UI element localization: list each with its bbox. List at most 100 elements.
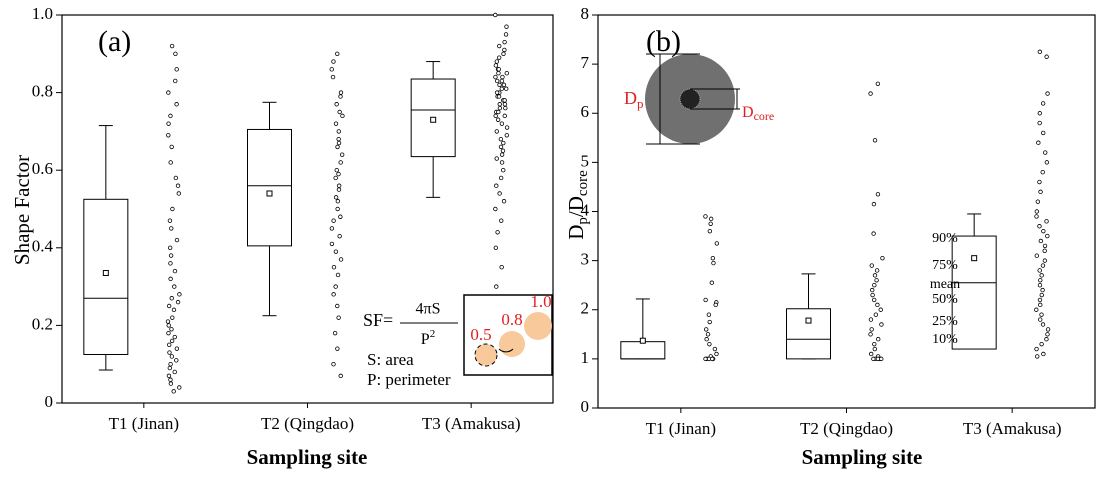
data-point xyxy=(168,113,173,119)
data-point xyxy=(1039,341,1044,347)
data-point xyxy=(340,113,345,119)
data-point xyxy=(333,121,339,126)
data-point xyxy=(493,63,499,68)
data-point xyxy=(168,377,173,382)
x-axis-label: Sampling site xyxy=(802,445,923,469)
data-point xyxy=(169,296,174,301)
data-point xyxy=(707,228,713,234)
data-point xyxy=(173,78,178,84)
data-point xyxy=(175,299,181,305)
data-point xyxy=(1044,160,1050,165)
x-axis-label: Sampling site xyxy=(247,445,368,469)
mean xyxy=(639,337,646,344)
data-point xyxy=(880,255,885,261)
data-point xyxy=(1035,199,1041,204)
data-point xyxy=(712,346,718,352)
data-point xyxy=(335,51,340,56)
data-point xyxy=(335,346,340,351)
data-point xyxy=(1040,169,1045,175)
data-point xyxy=(494,78,500,84)
data-point xyxy=(1043,150,1048,155)
formula: 4πS xyxy=(416,301,441,318)
data-point xyxy=(703,214,708,219)
data-point xyxy=(331,265,337,270)
box xyxy=(83,198,129,355)
data-point xyxy=(331,362,336,367)
data-point xyxy=(329,226,335,231)
y-tick-label: 6 xyxy=(581,102,590,121)
data-point xyxy=(1041,351,1046,357)
data-point xyxy=(169,144,174,150)
data-point xyxy=(174,358,179,363)
data-point xyxy=(169,338,175,344)
data-point xyxy=(713,302,718,308)
data-point xyxy=(868,91,873,96)
data-point xyxy=(705,332,711,337)
data-point xyxy=(868,351,874,357)
data-point xyxy=(1038,189,1043,195)
data-point xyxy=(1037,179,1042,185)
data-point xyxy=(710,255,716,261)
data-point xyxy=(499,152,505,157)
shape-value: 0.5 xyxy=(470,325,491,344)
data-point xyxy=(501,140,506,146)
data-point xyxy=(167,350,172,355)
data-point xyxy=(336,315,341,320)
percentile-label: 50% xyxy=(932,292,958,307)
data-point xyxy=(872,138,878,143)
data-point xyxy=(1037,224,1042,229)
data-point xyxy=(498,144,504,150)
y-axis-label: Shape Factor xyxy=(10,155,34,265)
panel-label: (b) xyxy=(646,25,681,58)
data-point xyxy=(335,206,340,212)
y-tick-label: 0.8 xyxy=(32,82,53,101)
core xyxy=(679,88,701,110)
data-point xyxy=(494,156,499,161)
data-point xyxy=(502,113,507,119)
data-point xyxy=(703,356,708,362)
shape-value: 1.0 xyxy=(530,292,551,311)
data-point xyxy=(336,183,342,188)
data-point xyxy=(708,216,714,222)
data-point xyxy=(1034,346,1039,352)
formula: S: area xyxy=(367,350,414,369)
shape-circle xyxy=(474,343,498,367)
data-point xyxy=(166,90,171,95)
percentile-label: 75% xyxy=(932,258,958,273)
data-point xyxy=(329,67,334,72)
data-point xyxy=(166,373,172,379)
data-point xyxy=(170,206,175,212)
data-point xyxy=(331,218,336,223)
data-point xyxy=(707,319,712,325)
data-point xyxy=(1037,282,1043,288)
y-tick-label: 0 xyxy=(45,392,54,411)
data-point xyxy=(333,249,339,254)
data-point xyxy=(502,39,507,45)
data-point xyxy=(876,337,881,342)
data-point xyxy=(337,233,342,239)
data-point xyxy=(878,307,883,312)
data-point xyxy=(331,292,336,297)
mean xyxy=(266,190,273,197)
data-point xyxy=(1034,214,1039,219)
percentile-label: mean xyxy=(930,277,960,292)
data-point xyxy=(338,214,343,219)
data-point xyxy=(502,102,508,107)
data-point xyxy=(1041,130,1046,136)
data-point xyxy=(1040,322,1046,327)
data-point xyxy=(711,260,716,266)
data-point xyxy=(338,373,343,379)
data-point xyxy=(501,167,506,173)
data-point xyxy=(1044,337,1049,342)
data-point xyxy=(333,175,338,181)
data-point xyxy=(1044,219,1049,224)
data-point xyxy=(175,183,181,188)
data-point xyxy=(875,356,881,362)
data-point xyxy=(1038,317,1043,322)
formula: SF= xyxy=(363,310,393,330)
y-axis-label: Dp/Dcore xyxy=(564,170,592,240)
data-point xyxy=(875,302,880,308)
data-point xyxy=(494,284,499,289)
mean xyxy=(430,116,437,123)
data-point xyxy=(499,265,504,270)
